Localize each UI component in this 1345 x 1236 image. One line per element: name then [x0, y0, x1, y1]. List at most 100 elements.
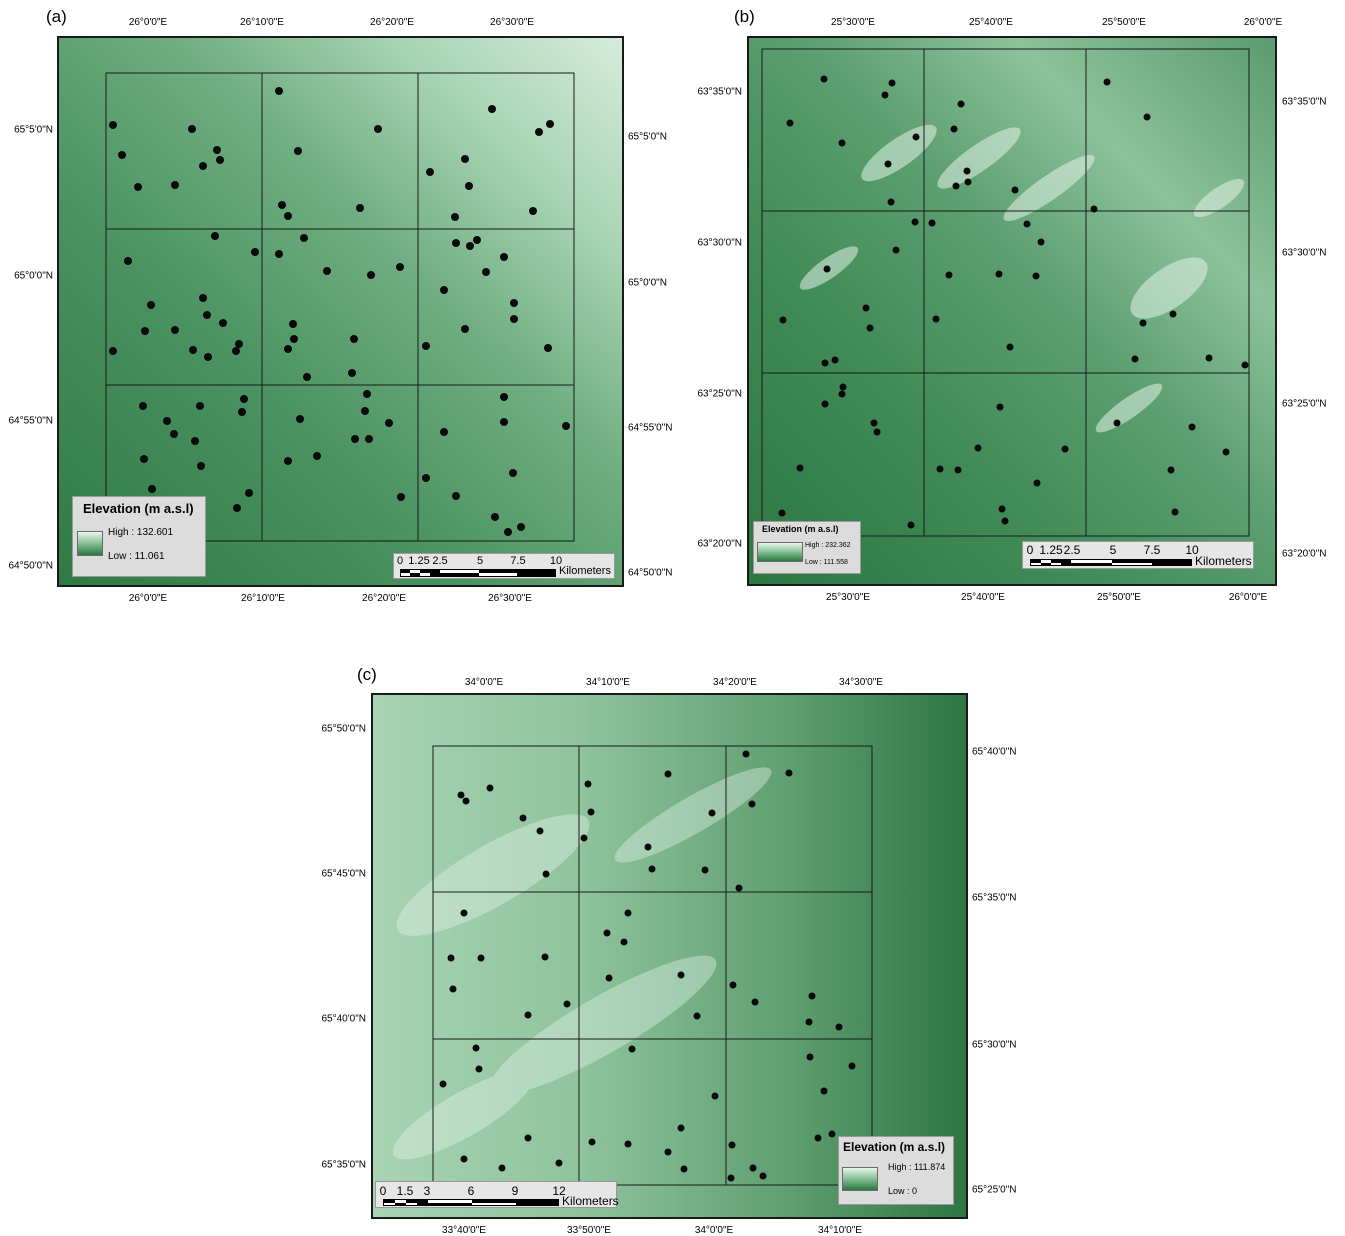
- right-tick: 65°40'0"N: [972, 746, 1017, 758]
- scale-label: 1.25: [1039, 543, 1063, 557]
- right-tick: 63°20'0"N: [1282, 548, 1327, 560]
- map-c[interactable]: [371, 693, 968, 1219]
- left-tick: 63°20'0"N: [697, 538, 743, 550]
- legend-title: Elevation (m a.s.l): [83, 501, 194, 516]
- right-tick: 65°0'0"N: [628, 277, 667, 289]
- top-tick: 25°40'0"E: [969, 17, 1013, 28]
- elevation-ramp-swatch: [757, 542, 803, 562]
- elevation-raster: [59, 38, 622, 585]
- top-tick: 34°30'0"E: [839, 677, 883, 688]
- left-tick: 63°35'0"N: [697, 86, 743, 98]
- scale-label: 1.5: [396, 1184, 414, 1198]
- legend-title: Elevation (m a.s.l): [762, 524, 839, 534]
- legend-high: High : 232.362: [805, 542, 851, 549]
- left-tick: 65°0'0"N: [14, 270, 53, 282]
- panel-label-a: (a): [46, 7, 67, 26]
- elevation-legend: Elevation (m a.s.l) High : 111.874 Low :…: [838, 1136, 954, 1205]
- map-b[interactable]: [747, 36, 1277, 586]
- scale-label: 2.5: [432, 555, 448, 567]
- scale-bar-graphic: [1030, 559, 1192, 566]
- top-tick: 26°30'0"E: [490, 17, 534, 28]
- left-tick: 63°25'0"N: [697, 388, 743, 400]
- elevation-legend: Elevation (m a.s.l) High : 232.362 Low :…: [753, 521, 861, 574]
- scale-label: 5: [1109, 543, 1117, 557]
- scale-label: 1.25: [408, 555, 430, 567]
- scale-label: 10: [549, 555, 563, 567]
- top-tick: 26°20'0"E: [370, 17, 414, 28]
- right-tick: 65°35'0"N: [972, 892, 1017, 904]
- right-tick: 65°5'0"N: [628, 131, 667, 143]
- scale-label: 10: [1185, 543, 1199, 557]
- bottom-tick: 34°0'0"E: [694, 1225, 734, 1236]
- bottom-tick: 34°10'0"E: [818, 1225, 862, 1236]
- bottom-tick: 26°0'0"E: [1228, 592, 1268, 603]
- map-c-canvas: [373, 695, 966, 1217]
- right-tick: 64°50'0"N: [628, 567, 673, 579]
- top-tick: 34°0'0"E: [464, 677, 504, 688]
- bottom-tick: 33°50'0"E: [567, 1225, 611, 1236]
- bottom-tick: 33°40'0"E: [442, 1225, 486, 1236]
- left-tick: 64°50'0"N: [8, 560, 54, 572]
- map-a-canvas: [59, 38, 622, 585]
- top-tick: 34°10'0"E: [586, 677, 630, 688]
- sample-points: [109, 87, 570, 536]
- scale-label: 12: [552, 1184, 566, 1198]
- bottom-tick: 26°20'0"E: [362, 593, 406, 604]
- elevation-ramp-swatch: [842, 1167, 878, 1191]
- top-tick: 25°50'0"E: [1102, 17, 1146, 28]
- top-tick: 25°30'0"E: [831, 17, 875, 28]
- right-tick: 65°30'0"N: [972, 1039, 1017, 1051]
- map-b-canvas: [749, 38, 1275, 584]
- scale-unit: Kilometers: [1195, 554, 1252, 568]
- left-tick: 65°45'0"N: [321, 868, 367, 880]
- panel-label-b: (b): [734, 7, 755, 26]
- scale-label: 2.5: [1063, 543, 1081, 557]
- legend-low: Low : 11.061: [108, 551, 165, 562]
- legend-high: High : 111.874: [888, 1162, 946, 1172]
- top-tick: 26°0'0"E: [128, 17, 168, 28]
- legend-low: Low : 111.558: [805, 559, 848, 566]
- scale-label: 0: [396, 555, 404, 567]
- top-tick: 26°10'0"E: [240, 17, 284, 28]
- map-a[interactable]: [57, 36, 624, 587]
- right-tick: 63°30'0"N: [1282, 247, 1327, 259]
- elevation-ramp-swatch: [77, 531, 103, 556]
- scale-bar-graphic: [383, 1199, 559, 1206]
- terrain-highlights: [392, 767, 772, 1160]
- scale-unit: Kilometers: [559, 565, 611, 577]
- bottom-tick: 25°40'0"E: [961, 592, 1005, 603]
- sampling-grid: [761, 48, 1250, 537]
- sampling-grid: [105, 72, 575, 542]
- left-tick: 65°35'0"N: [321, 1159, 367, 1171]
- elevation-legend: Elevation (m a.s.l) High : 132.601 Low :…: [72, 496, 206, 577]
- scale-label: 6: [467, 1184, 475, 1198]
- legend-title: Elevation (m a.s.l): [843, 1140, 946, 1154]
- scale-label: 9: [511, 1184, 519, 1198]
- sample-points: [439, 750, 856, 1182]
- scale-label: 0: [379, 1184, 387, 1198]
- scale-bar: 0 1.5 3 6 9 12 Kilometers: [375, 1181, 619, 1208]
- bottom-tick: 26°0'0"E: [128, 593, 168, 604]
- scale-bar: 0 1.25 2.5 5 7.5 10 Kilometers: [1022, 541, 1254, 569]
- sample-points: [778, 75, 1249, 529]
- scale-unit: Kilometers: [562, 1194, 619, 1208]
- sampling-grid: [432, 745, 873, 1186]
- scale-label: 0: [1026, 543, 1034, 557]
- left-tick: 63°30'0"N: [697, 237, 743, 249]
- panel-label-c: (c): [357, 665, 377, 684]
- bottom-tick: 25°50'0"E: [1097, 592, 1141, 603]
- legend-high: High : 132.601: [108, 527, 174, 538]
- bottom-tick: 26°10'0"E: [241, 593, 285, 604]
- bottom-tick: 25°30'0"E: [826, 592, 870, 603]
- terrain-highlights: [799, 124, 1245, 433]
- scale-bar: 0 1.25 2.5 5 7.5 10 Kilometers: [393, 553, 615, 579]
- elevation-raster: [373, 695, 966, 1217]
- left-tick: 65°5'0"N: [14, 124, 53, 136]
- right-tick: 64°55'0"N: [628, 422, 673, 434]
- top-tick: 26°0'0"E: [1243, 17, 1283, 28]
- bottom-tick: 26°30'0"E: [488, 593, 532, 604]
- elevation-raster: [749, 38, 1275, 584]
- right-tick: 63°25'0"N: [1282, 398, 1327, 410]
- left-tick: 65°50'0"N: [321, 723, 367, 735]
- legend-low: Low : 0: [888, 1186, 918, 1196]
